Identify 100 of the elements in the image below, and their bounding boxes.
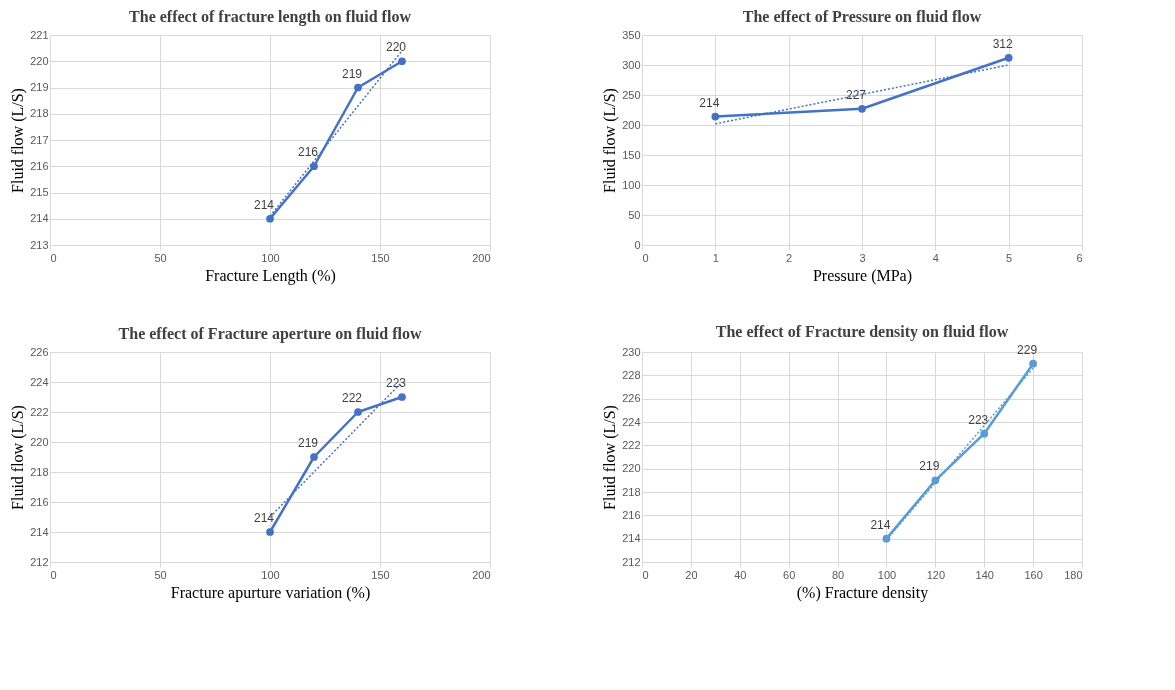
data-label: 214 xyxy=(870,517,891,532)
y-tick-label: 224 xyxy=(622,415,641,428)
y-axis-title: Fluid flow (L/S) xyxy=(601,88,620,193)
x-tick-label: 2 xyxy=(786,251,793,264)
x-tick-label: 40 xyxy=(734,568,747,581)
y-tick-label: 220 xyxy=(30,54,49,67)
y-tick-label: 300 xyxy=(622,58,641,71)
y-tick-label: 220 xyxy=(622,462,641,475)
y-tick-label: 216 xyxy=(30,495,49,508)
x-tick-label: 0 xyxy=(50,251,57,264)
y-tick-label: 200 xyxy=(622,118,641,131)
point xyxy=(1029,359,1037,368)
data-label: 214 xyxy=(253,511,275,525)
y-tick-label: 150 xyxy=(622,148,641,161)
data-label: 312 xyxy=(992,36,1013,51)
y-tick-label: 226 xyxy=(30,345,49,358)
y-tick-label: 218 xyxy=(30,107,49,120)
y-tick-label: 100 xyxy=(622,178,641,191)
y-tick-label: 0 xyxy=(634,238,641,251)
x-tick-label: 6 xyxy=(1076,251,1083,264)
x-axis-title: Fracture apurture variation (%) xyxy=(170,583,371,602)
x-tick-label: 80 xyxy=(831,568,845,581)
x-tick-label: 60 xyxy=(783,568,796,581)
data-label: 220 xyxy=(385,40,407,55)
x-tick-label: 180 xyxy=(1064,568,1083,581)
y-tick-label: 213 xyxy=(30,238,49,251)
x-tick-label: 160 xyxy=(1024,568,1043,581)
x-tick-label: 120 xyxy=(926,568,946,581)
x-tick-label: 50 xyxy=(154,251,167,264)
point xyxy=(310,453,318,461)
data-label: 214 xyxy=(699,95,720,110)
x-tick-label: 20 xyxy=(685,568,698,581)
chart-title: The effect of Pressure on fluid flow xyxy=(742,8,982,25)
y-tick-label: 350 xyxy=(622,28,641,41)
y-tick-label: 222 xyxy=(30,405,49,418)
x-tick-label: 4 xyxy=(932,251,939,264)
point xyxy=(266,214,274,223)
point xyxy=(398,393,406,401)
point xyxy=(354,408,362,416)
x-tick-label: 0 xyxy=(642,251,649,264)
data-label: 227 xyxy=(845,87,867,102)
point xyxy=(398,57,406,66)
data-label: 216 xyxy=(297,145,319,160)
x-tick-label: 150 xyxy=(371,251,390,264)
data-label: 219 xyxy=(919,459,940,474)
x-tick-label: 150 xyxy=(371,568,390,581)
x-tick-label: 200 xyxy=(472,568,491,581)
x-axis-title: Pressure (MPa) xyxy=(812,266,913,285)
y-tick-label: 216 xyxy=(30,159,49,172)
point xyxy=(931,476,940,485)
y-tick-label: 228 xyxy=(622,368,641,381)
y-tick-label: 50 xyxy=(628,208,641,221)
point xyxy=(980,429,989,438)
x-tick-label: 100 xyxy=(261,251,280,264)
x-tick-label: 0 xyxy=(50,568,57,581)
y-tick-label: 215 xyxy=(30,186,49,198)
data-label: 214 xyxy=(253,197,275,212)
data-label: 223 xyxy=(968,412,989,427)
data-label: 219 xyxy=(341,66,363,81)
y-tick-label: 218 xyxy=(30,465,49,478)
x-tick-label: 1 xyxy=(712,251,719,264)
point xyxy=(882,534,891,543)
x-axis-title: Fracture Length (%) xyxy=(205,266,336,285)
x-tick-label: 140 xyxy=(975,568,994,581)
chart-title: The effect of Fracture density on fluid flow xyxy=(715,322,1009,341)
y-tick-label: 220 xyxy=(30,435,49,448)
data-label: 223 xyxy=(385,376,407,390)
chart-title: The effect of fracture length on fluid flow xyxy=(129,8,412,26)
y-tick-label: 218 xyxy=(622,485,641,498)
y-tick-label: 226 xyxy=(622,392,641,405)
point xyxy=(266,528,274,536)
y-tick-label: 222 xyxy=(622,438,641,451)
y-tick-label: 230 xyxy=(622,345,641,358)
y-axis-title: Fluid flow (L/S) xyxy=(9,405,28,510)
point xyxy=(858,104,866,113)
x-tick-label: 50 xyxy=(154,568,167,581)
y-tick-label: 216 xyxy=(622,508,641,521)
y-tick-label: 214 xyxy=(30,525,49,538)
y-tick-label: 214 xyxy=(622,532,641,545)
y-tick-label: 221 xyxy=(30,28,49,41)
data-label: 222 xyxy=(341,391,363,405)
x-tick-label: 0 xyxy=(642,568,649,581)
y-tick-label: 217 xyxy=(30,133,49,146)
y-tick-label: 214 xyxy=(30,212,49,225)
point xyxy=(310,162,318,171)
y-tick-label: 212 xyxy=(622,555,641,568)
y-axis-title: Fluid flow (L/S) xyxy=(601,405,620,510)
data-label: 219 xyxy=(297,436,319,450)
x-tick-label: 200 xyxy=(472,251,491,264)
y-tick-label: 250 xyxy=(622,88,641,101)
point xyxy=(1004,53,1013,62)
x-tick-label: 3 xyxy=(859,251,866,264)
chart-title: The effect of Fracture aperture on fluid flow xyxy=(118,325,422,343)
data-label: 229 xyxy=(1017,342,1038,357)
point xyxy=(711,112,720,121)
x-tick-label: 5 xyxy=(1006,251,1013,264)
y-tick-label: 219 xyxy=(30,81,49,93)
y-axis-title: Fluid flow (L/S) xyxy=(9,88,28,193)
x-tick-label: 100 xyxy=(261,568,280,581)
x-axis-title: (%) Fracture density xyxy=(796,583,929,602)
